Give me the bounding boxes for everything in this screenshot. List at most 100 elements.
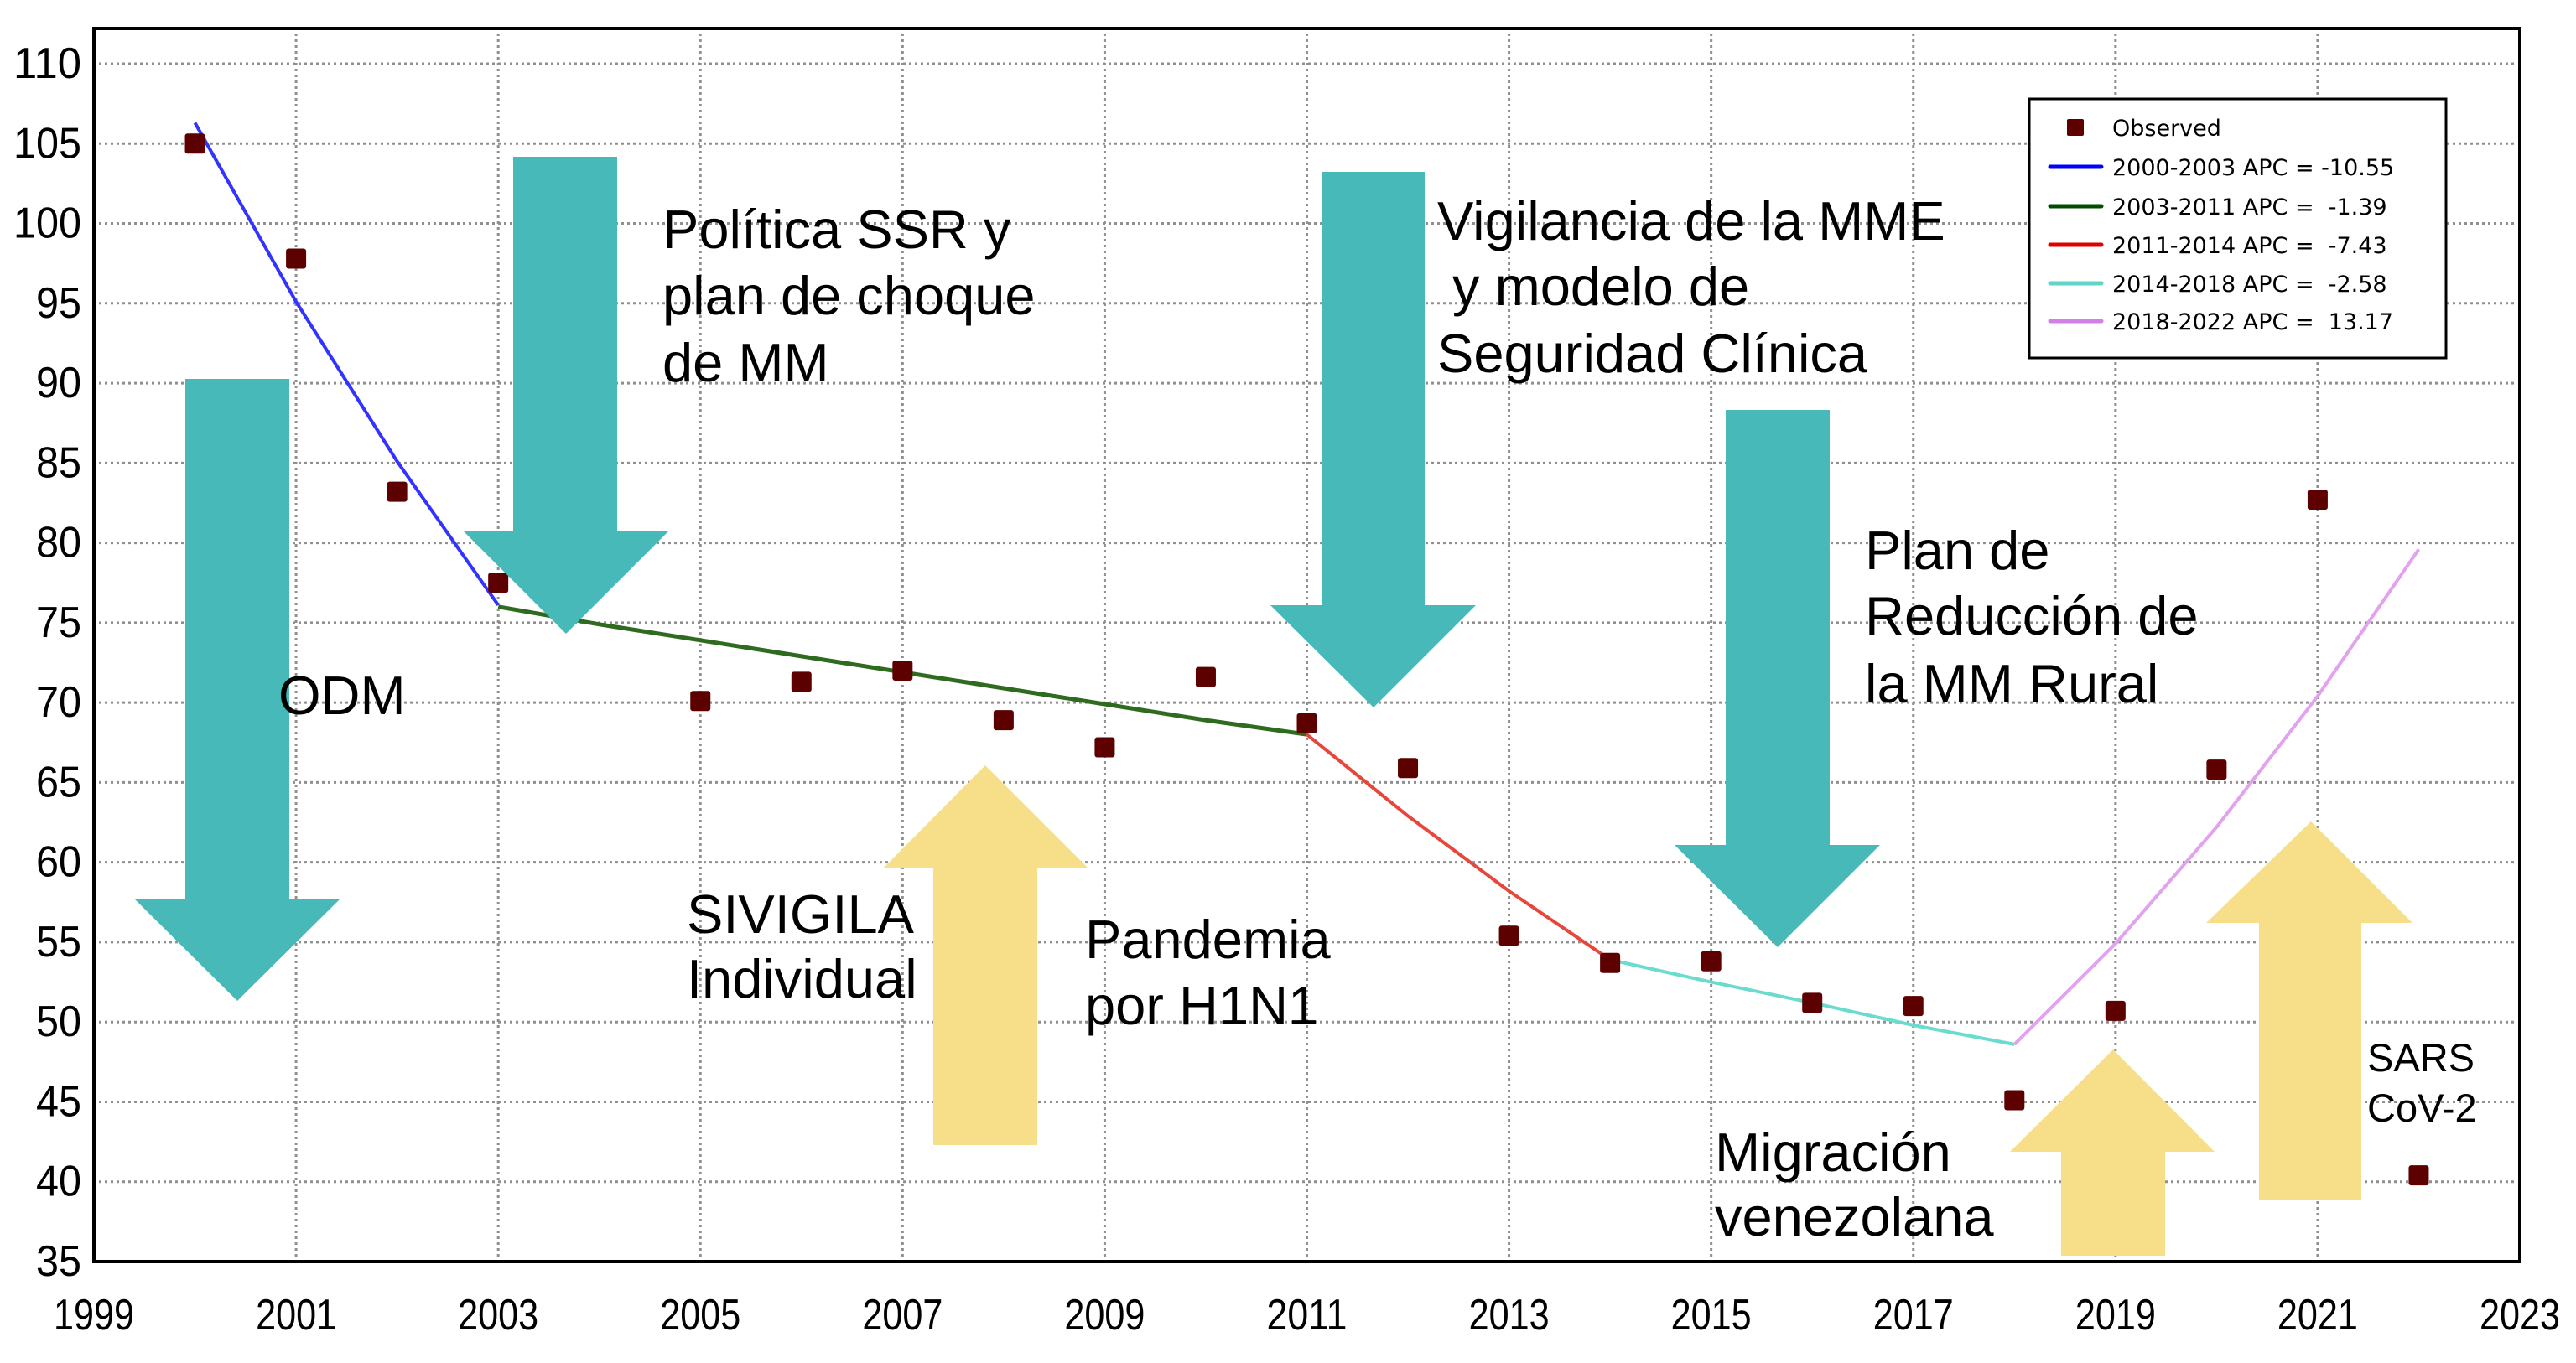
observed-point (184, 133, 205, 154)
observed-point (1498, 925, 1519, 946)
annotation-line: CoV-2 (2367, 1086, 2477, 1130)
annotation-line: de MM (662, 332, 829, 393)
legend-label-segment: 2000-2003 APC = -10.55 (2112, 155, 2394, 181)
y-tick-label: 110 (13, 39, 81, 88)
annotation-line: y modelo de (1437, 256, 1749, 317)
x-tick-label: 2021 (2277, 1291, 2358, 1340)
observed-point (690, 691, 711, 712)
observed-point (1296, 713, 1317, 733)
observed-point (1195, 666, 1216, 687)
annotation-vigilancia-mme: Vigilancia de la MME y modelo deSegurida… (1437, 190, 1945, 384)
legend-label-segment: 2018-2022 APC = 13.17 (2112, 309, 2393, 335)
observed-point (2105, 1000, 2126, 1021)
up-arrow-icon (2010, 1049, 2215, 1256)
x-tick-label: 2013 (1469, 1291, 1550, 1340)
observed-point (2004, 1090, 2025, 1111)
x-tick-label: 2009 (1064, 1291, 1145, 1340)
annotation-line: ODM (278, 665, 406, 726)
trend-segment-5 (2012, 548, 2421, 1046)
y-tick-label: 35 (36, 1237, 81, 1286)
observed-point (1903, 996, 1924, 1017)
x-tick-label: 2015 (1671, 1291, 1752, 1340)
legend-label-segment: 2014-2018 APC = -2.58 (2112, 272, 2387, 298)
down-arrow-icon (1675, 410, 1880, 947)
observed-point (2408, 1165, 2429, 1186)
x-tick-label: 2003 (458, 1291, 538, 1340)
x-tick-label: 2019 (2075, 1291, 2156, 1340)
legend-label-segment: 2011-2014 APC = -7.43 (2112, 233, 2387, 259)
down-arrow-icon (1270, 172, 1476, 707)
annotation-line: SIVIGILA (687, 884, 915, 945)
up-arrow-icon (883, 765, 1088, 1145)
x-tick-label: 2001 (256, 1291, 336, 1340)
annotation-odm: ODM (278, 665, 406, 726)
annotation-line: Pandemia (1085, 909, 1332, 970)
down-arrow-icon (134, 379, 340, 1001)
y-tick-label: 55 (36, 918, 81, 967)
observed-point (2206, 759, 2227, 780)
y-tick-label: 105 (13, 119, 81, 168)
down-arrow-icon (464, 157, 668, 634)
y-tick-label: 65 (36, 758, 81, 806)
x-tick-label: 2023 (2480, 1291, 2560, 1340)
observed-point (1094, 737, 1115, 758)
observed-point (892, 661, 913, 682)
observed-point (791, 671, 812, 692)
observed-point (488, 573, 509, 593)
legend-box (2028, 97, 2448, 360)
y-tick-label: 85 (36, 438, 81, 487)
y-tick-label: 40 (36, 1158, 81, 1206)
annotation-sars-cov2: SARS CoV-2 (2367, 1035, 2477, 1130)
observed-point (1600, 952, 1621, 973)
annotation-line: Migración (1715, 1122, 1951, 1183)
observed-point (1701, 951, 1722, 972)
legend-label-segment: 2003-2011 APC = -1.39 (2112, 194, 2387, 220)
plot-border (92, 27, 2521, 1263)
y-tick-label: 90 (36, 359, 81, 407)
observed-point (286, 248, 307, 269)
legend: Observed 2000-2003 APC = -10.55 2003-2011 … (2028, 97, 2448, 360)
annotation-line: Reducción de (1865, 585, 2199, 646)
annotation-line: Individual (687, 948, 917, 1009)
y-tick-label: 70 (36, 678, 81, 727)
annotation-line: Política SSR y (662, 199, 1011, 260)
x-tick-label: 2011 (1267, 1291, 1348, 1340)
annotation-line: venezolana (1715, 1186, 1994, 1247)
annotation-line: por H1N1 (1085, 975, 1318, 1036)
annotation-line: plan de choque (662, 265, 1036, 326)
x-tick-label: 2007 (862, 1291, 943, 1340)
annotation-arrows (134, 157, 2412, 1256)
axes: 35 40 45 50 55 60 65 70 75 80 85 90 95 100 105 110 1999 2… (13, 27, 2560, 1340)
y-tick-label: 60 (36, 838, 81, 887)
x-tick-label: 2017 (1873, 1291, 1954, 1340)
annotation-line: Vigilancia de la MME (1437, 190, 1945, 251)
y-tick-label: 50 (36, 998, 81, 1046)
observed-point (2307, 490, 2328, 510)
observed-point (993, 710, 1014, 731)
x-tick-label: 1999 (54, 1291, 134, 1340)
y-tick-label: 80 (36, 519, 81, 567)
y-tick-label: 75 (36, 599, 81, 647)
annotation-line: Plan de (1865, 520, 2049, 581)
up-arrow-icon (2206, 821, 2412, 1200)
legend-observed-marker-icon (2067, 119, 2084, 136)
observed-point (387, 481, 408, 502)
legend-label-observed: Observed (2112, 116, 2221, 142)
observed-point (1802, 992, 1823, 1013)
y-tick-label: 100 (13, 200, 81, 248)
y-tick-label: 45 (36, 1077, 81, 1126)
x-tick-label: 2005 (660, 1291, 740, 1340)
observed-points (184, 133, 2429, 1186)
observed-point (1398, 758, 1419, 779)
y-tick-label: 95 (36, 279, 81, 328)
annotation-line: Seguridad Clínica (1437, 323, 1868, 384)
trend-segment-1 (193, 122, 500, 607)
annotation-line: SARS (2367, 1035, 2475, 1080)
